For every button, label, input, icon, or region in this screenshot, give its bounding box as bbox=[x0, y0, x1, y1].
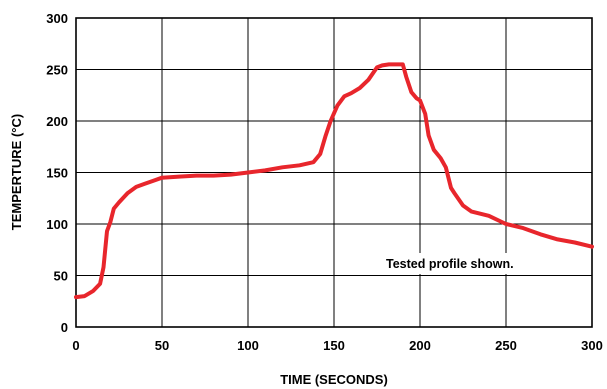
x-tick-label: 150 bbox=[323, 338, 345, 353]
x-tick-label: 0 bbox=[72, 338, 79, 353]
grid-lines bbox=[75, 17, 593, 328]
x-tick-label: 300 bbox=[581, 338, 603, 353]
y-tick-label: 200 bbox=[46, 114, 68, 129]
y-tick-label: 100 bbox=[46, 217, 68, 232]
x-tick-label: 250 bbox=[495, 338, 517, 353]
x-tick-label: 200 bbox=[409, 338, 431, 353]
y-tick-label: 300 bbox=[46, 11, 68, 26]
x-tick-label: 50 bbox=[155, 338, 169, 353]
x-axis-title: TIME (SECONDS) bbox=[280, 372, 388, 387]
y-tick-label: 250 bbox=[46, 63, 68, 78]
x-tick-labels: 0 50 100 150 200 250 300 bbox=[72, 338, 602, 353]
annotation-background bbox=[380, 253, 520, 274]
y-axis-title: TEMPERTURE (°C) bbox=[9, 114, 24, 230]
x-tick-label: 100 bbox=[237, 338, 259, 353]
y-tick-labels: 0 50 100 150 200 250 300 bbox=[46, 11, 68, 335]
y-tick-label: 50 bbox=[54, 269, 68, 284]
series-line bbox=[74, 62, 594, 300]
y-tick-label: 150 bbox=[46, 166, 68, 181]
annotation-text: Tested profile shown. bbox=[386, 257, 514, 271]
y-tick-label: 0 bbox=[61, 320, 68, 335]
plot-frame bbox=[75, 17, 593, 328]
